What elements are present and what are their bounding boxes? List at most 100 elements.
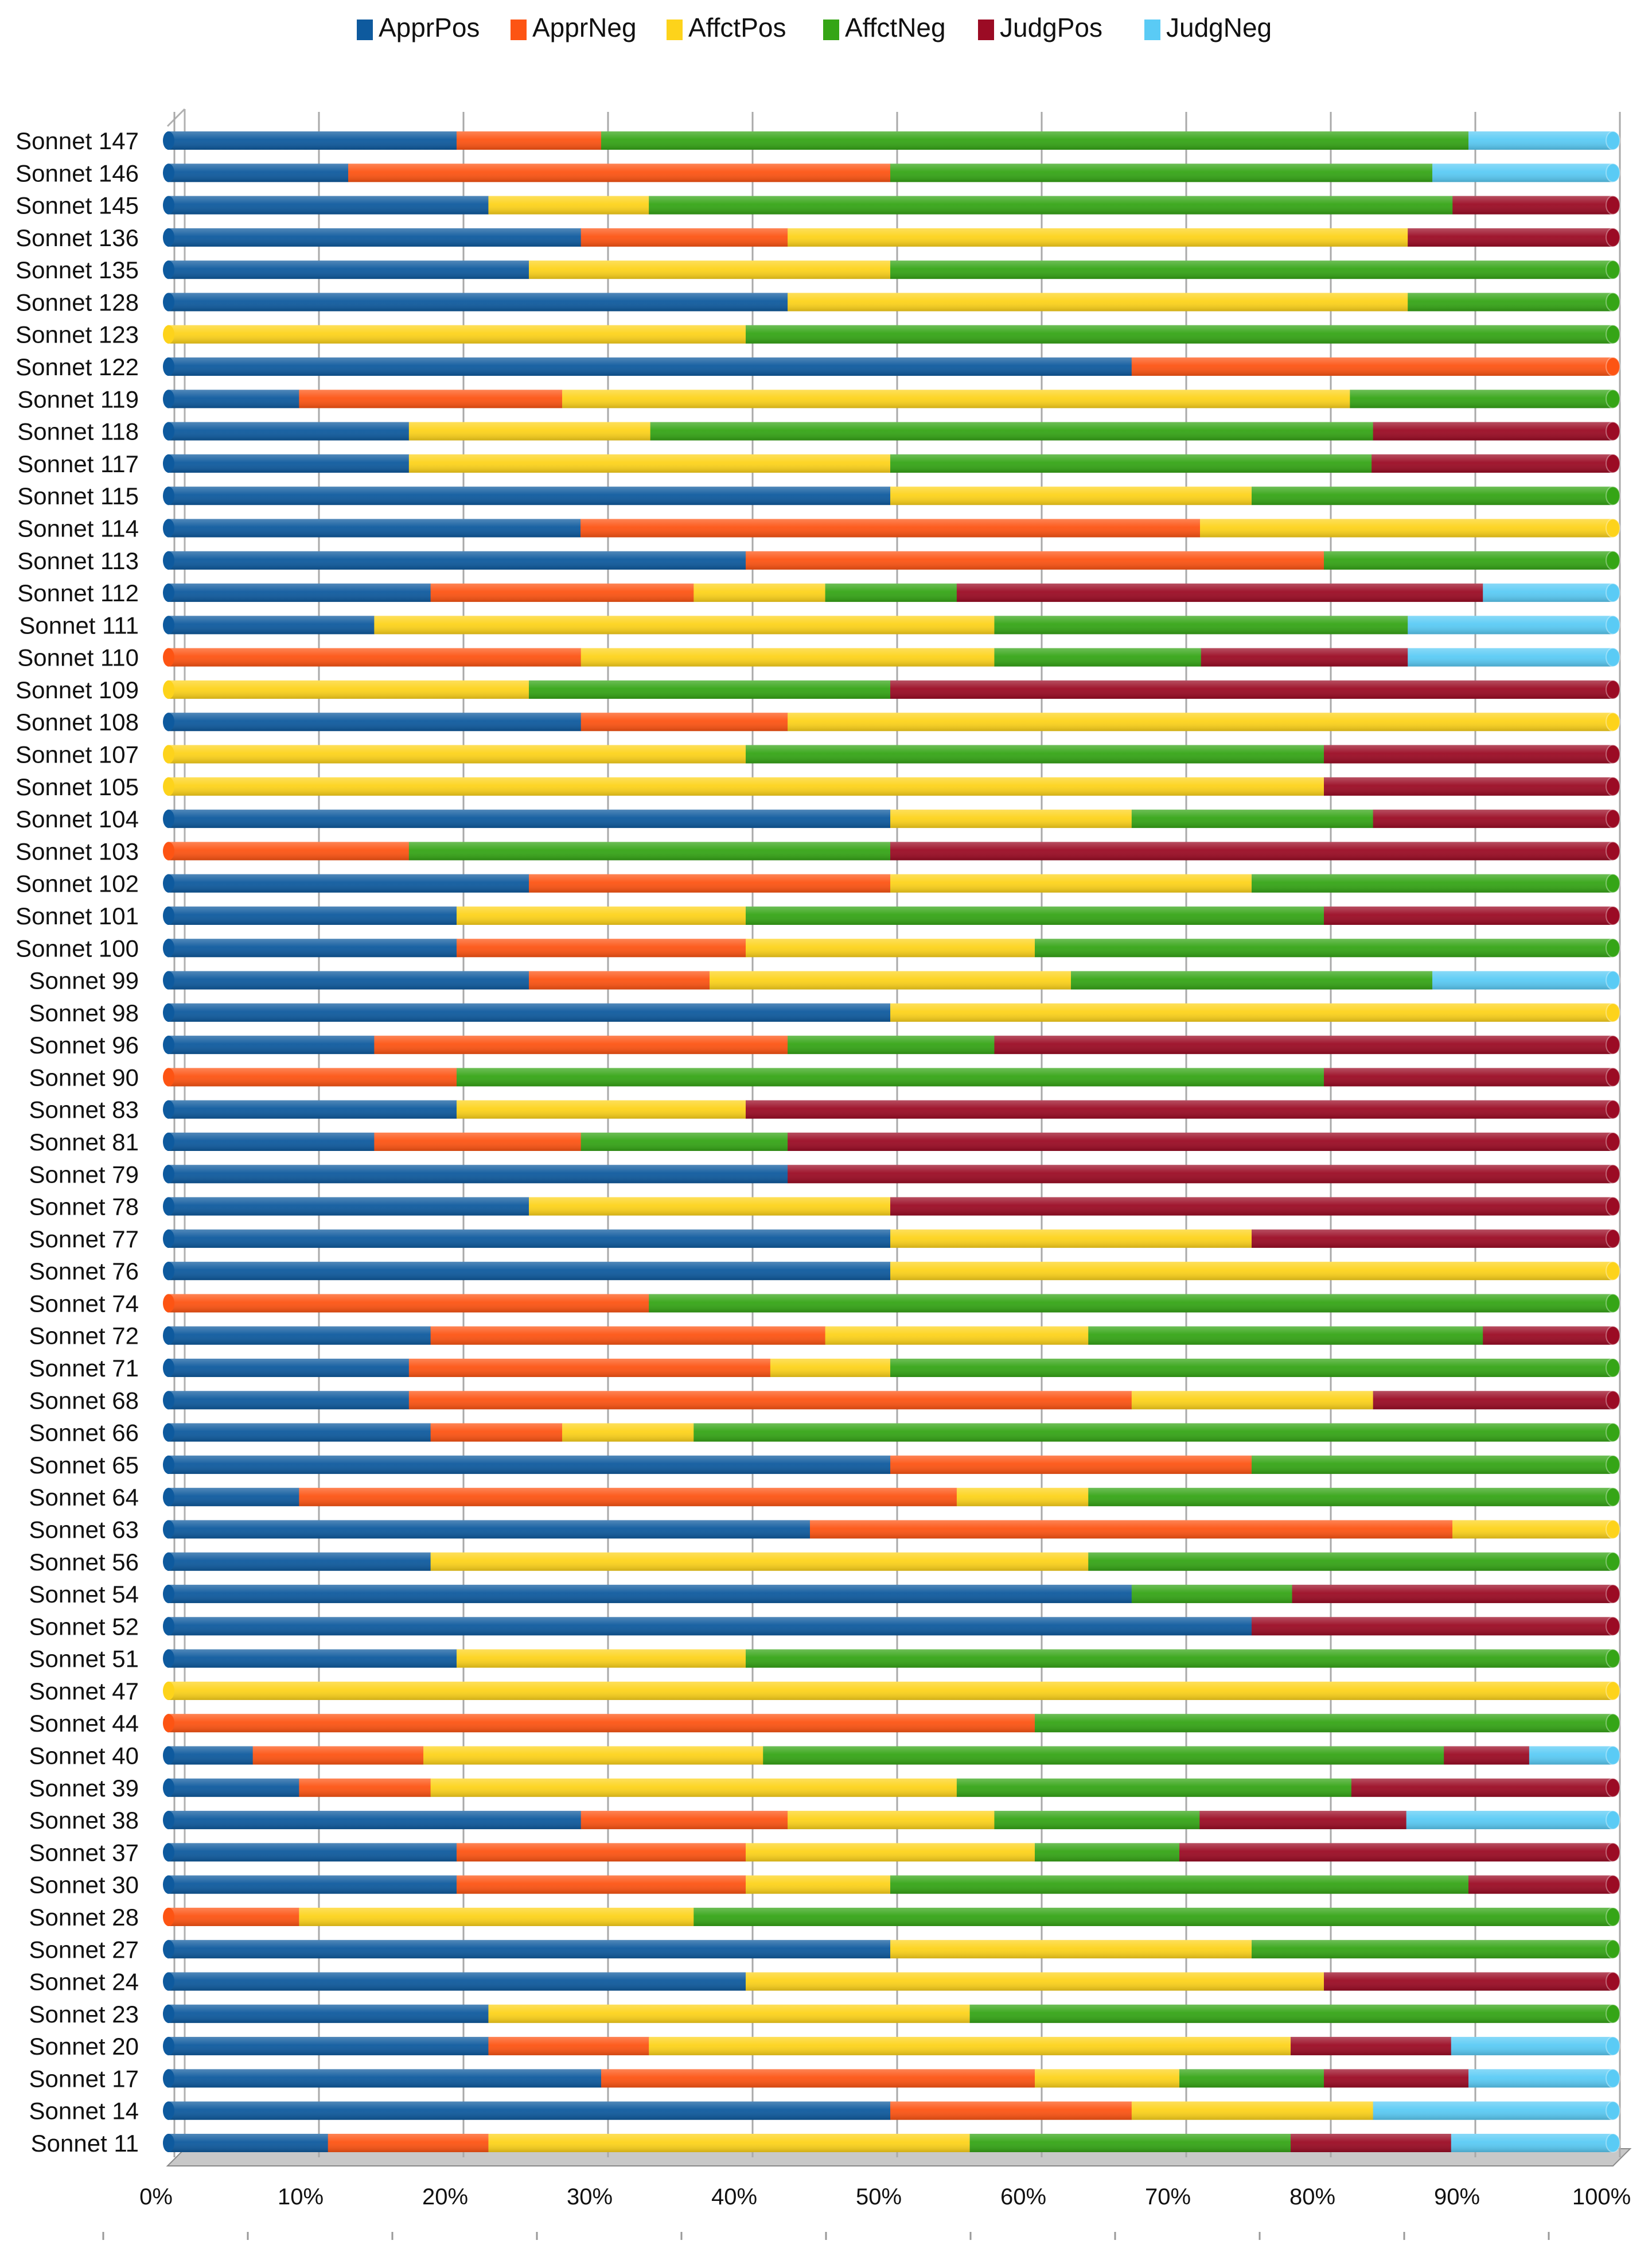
category-label-sonnet-78: Sonnet 78 bbox=[29, 1193, 139, 1220]
bar-end-cap-sonnet-145 bbox=[1606, 195, 1620, 215]
category-label-sonnet-81: Sonnet 81 bbox=[29, 1129, 139, 1156]
x-tick-label-80: 80% bbox=[1289, 2184, 1335, 2210]
bar-row-sonnet-66 bbox=[163, 1422, 1620, 1442]
bar-start-cap-sonnet-83 bbox=[163, 1100, 174, 1119]
bar-row-sonnet-105 bbox=[163, 776, 1620, 796]
bar-shading-sonnet-66 bbox=[167, 1423, 1613, 1442]
bar-shading-sonnet-39 bbox=[167, 1778, 1613, 1797]
bar-shading-sonnet-24 bbox=[167, 1972, 1613, 1991]
bar-start-cap-sonnet-17 bbox=[163, 2069, 174, 2088]
bar-end-cap-sonnet-105 bbox=[1606, 776, 1620, 796]
bar-start-cap-sonnet-105 bbox=[163, 777, 174, 796]
bar-shading-sonnet-108 bbox=[167, 713, 1613, 732]
bar-end-cap-sonnet-111 bbox=[1606, 615, 1620, 635]
bar-shading-sonnet-105 bbox=[167, 777, 1613, 796]
bar-end-cap-sonnet-51 bbox=[1606, 1648, 1620, 1668]
bar-end-cap-sonnet-40 bbox=[1606, 1745, 1620, 1765]
bars bbox=[163, 131, 1620, 2153]
bar-end-cap-sonnet-128 bbox=[1606, 292, 1620, 312]
bar-row-sonnet-74 bbox=[163, 1293, 1620, 1313]
bar-start-cap-sonnet-51 bbox=[163, 1649, 174, 1668]
bar-start-cap-sonnet-79 bbox=[163, 1165, 174, 1184]
category-label-sonnet-105: Sonnet 105 bbox=[15, 773, 139, 800]
bar-end-cap-sonnet-68 bbox=[1606, 1390, 1620, 1410]
x-tick-label-100: 100% bbox=[1572, 2184, 1631, 2210]
bar-row-sonnet-122 bbox=[163, 357, 1620, 377]
bar-row-sonnet-51 bbox=[163, 1648, 1620, 1668]
category-label-sonnet-96: Sonnet 96 bbox=[29, 1032, 139, 1059]
bar-start-cap-sonnet-20 bbox=[163, 2037, 174, 2056]
bar-start-cap-sonnet-104 bbox=[163, 810, 174, 829]
bar-start-cap-sonnet-38 bbox=[163, 1811, 174, 1830]
bar-start-cap-sonnet-135 bbox=[163, 260, 174, 279]
category-label-sonnet-28: Sonnet 28 bbox=[29, 1904, 139, 1931]
bar-shading-sonnet-44 bbox=[167, 1714, 1613, 1733]
bar-end-cap-sonnet-28 bbox=[1606, 1907, 1620, 1927]
bar-end-cap-sonnet-14 bbox=[1606, 2101, 1620, 2121]
legend-item-apprneg: ApprNeg bbox=[511, 13, 637, 42]
bar-end-cap-sonnet-102 bbox=[1606, 873, 1620, 893]
bar-shading-sonnet-76 bbox=[167, 1262, 1613, 1281]
bar-end-cap-sonnet-135 bbox=[1606, 260, 1620, 280]
bar-end-cap-sonnet-107 bbox=[1606, 744, 1620, 764]
bar-start-cap-sonnet-23 bbox=[163, 2004, 174, 2023]
bar-end-cap-sonnet-147 bbox=[1606, 131, 1620, 150]
bar-shading-sonnet-102 bbox=[167, 874, 1613, 893]
bar-row-sonnet-83 bbox=[163, 1099, 1620, 1119]
bar-start-cap-sonnet-54 bbox=[163, 1585, 174, 1604]
bar-end-cap-sonnet-117 bbox=[1606, 453, 1620, 473]
bar-start-cap-sonnet-145 bbox=[163, 196, 174, 215]
category-label-sonnet-74: Sonnet 74 bbox=[29, 1290, 139, 1317]
bar-start-cap-sonnet-47 bbox=[163, 1681, 174, 1700]
category-label-sonnet-108: Sonnet 108 bbox=[15, 709, 139, 736]
bar-end-cap-sonnet-112 bbox=[1606, 583, 1620, 603]
bar-end-cap-sonnet-101 bbox=[1606, 905, 1620, 925]
bar-row-sonnet-54 bbox=[163, 1584, 1620, 1604]
bar-shading-sonnet-38 bbox=[167, 1811, 1613, 1830]
bar-start-cap-sonnet-107 bbox=[163, 745, 174, 764]
bar-end-cap-sonnet-83 bbox=[1606, 1099, 1620, 1119]
bar-row-sonnet-79 bbox=[163, 1164, 1620, 1184]
bar-end-cap-sonnet-24 bbox=[1606, 1971, 1620, 1991]
legend-swatch-affctpos bbox=[667, 20, 683, 40]
bar-end-cap-sonnet-108 bbox=[1606, 712, 1620, 732]
bar-start-cap-sonnet-30 bbox=[163, 1875, 174, 1894]
bar-end-cap-sonnet-66 bbox=[1606, 1422, 1620, 1442]
category-label-sonnet-112: Sonnet 112 bbox=[17, 579, 139, 606]
bar-shading-sonnet-99 bbox=[167, 971, 1613, 990]
bar-end-cap-sonnet-23 bbox=[1606, 2004, 1620, 2024]
x-tick-label-30: 30% bbox=[567, 2184, 613, 2210]
bar-start-cap-sonnet-14 bbox=[163, 2101, 174, 2120]
category-label-sonnet-122: Sonnet 122 bbox=[15, 353, 139, 380]
bar-row-sonnet-136 bbox=[163, 227, 1620, 247]
bar-start-cap-sonnet-76 bbox=[163, 1262, 174, 1281]
bar-row-sonnet-114 bbox=[163, 518, 1620, 538]
bar-row-sonnet-99 bbox=[163, 970, 1620, 990]
bar-end-cap-sonnet-37 bbox=[1606, 1842, 1620, 1862]
bar-start-cap-sonnet-65 bbox=[163, 1455, 174, 1474]
bar-end-cap-sonnet-20 bbox=[1606, 2036, 1620, 2056]
bar-shading-sonnet-77 bbox=[167, 1229, 1613, 1248]
bar-end-cap-sonnet-114 bbox=[1606, 518, 1620, 538]
category-label-sonnet-24: Sonnet 24 bbox=[29, 1969, 139, 1996]
bar-end-cap-sonnet-47 bbox=[1606, 1681, 1620, 1701]
bar-row-sonnet-37 bbox=[163, 1842, 1620, 1862]
bar-row-sonnet-135 bbox=[163, 260, 1620, 280]
bar-start-cap-sonnet-37 bbox=[163, 1843, 174, 1862]
bar-row-sonnet-72 bbox=[163, 1325, 1620, 1345]
category-label-sonnet-135: Sonnet 135 bbox=[15, 256, 139, 283]
x-tick-label-0: 0% bbox=[139, 2184, 173, 2210]
category-label-sonnet-111: Sonnet 111 bbox=[19, 612, 139, 639]
category-label-sonnet-145: Sonnet 145 bbox=[15, 192, 139, 219]
bar-shading-sonnet-72 bbox=[167, 1326, 1613, 1345]
legend-swatch-apprpos bbox=[357, 20, 373, 40]
bar-shading-sonnet-47 bbox=[167, 1681, 1613, 1700]
category-label-sonnet-37: Sonnet 37 bbox=[29, 1839, 139, 1866]
legend-item-affctneg: AffctNeg bbox=[823, 13, 946, 42]
bar-end-cap-sonnet-90 bbox=[1606, 1067, 1620, 1087]
bar-row-sonnet-117 bbox=[163, 453, 1620, 473]
bar-shading-sonnet-101 bbox=[167, 906, 1613, 925]
legend-swatch-apprneg bbox=[511, 20, 527, 40]
bar-row-sonnet-65 bbox=[163, 1454, 1620, 1475]
bar-end-cap-sonnet-30 bbox=[1606, 1874, 1620, 1895]
